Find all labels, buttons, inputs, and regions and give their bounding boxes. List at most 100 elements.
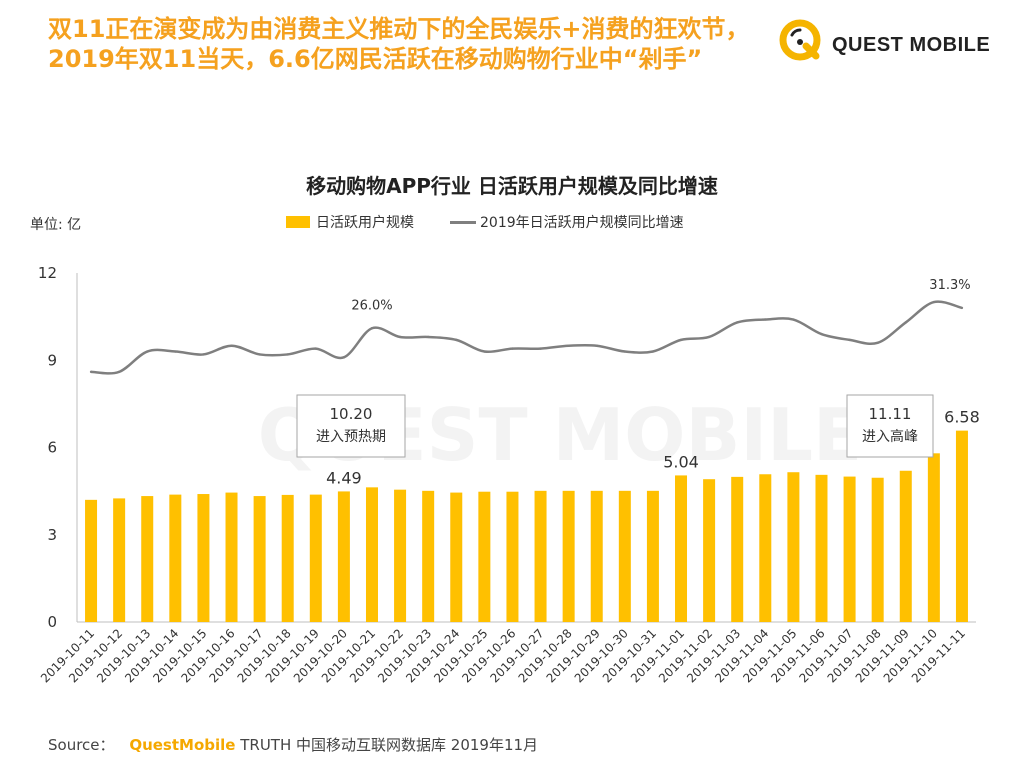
bar-data-label: 6.58 bbox=[944, 408, 980, 427]
legend-item-line: 2019年日活跃用户规模同比增速 bbox=[450, 212, 684, 232]
callout-peak-subtitle: 进入高峰 bbox=[862, 428, 918, 445]
bar-2019-10-28 bbox=[562, 490, 575, 622]
growth-point-2019-10-30 bbox=[623, 350, 627, 353]
bar-2019-10-13 bbox=[141, 496, 154, 622]
y-tick-label: 9 bbox=[47, 351, 57, 369]
line-data-label: 26.0% bbox=[351, 298, 392, 313]
growth-point-2019-10-31 bbox=[651, 350, 655, 353]
callout-preheat-title: 10.20 bbox=[330, 405, 373, 423]
bar-2019-11-03 bbox=[731, 476, 744, 622]
growth-point-2019-10-28 bbox=[567, 344, 570, 347]
bar-2019-10-12 bbox=[113, 498, 126, 622]
legend-line-label: 2019年日活跃用户规模同比增速 bbox=[480, 215, 684, 231]
bar-2019-10-11 bbox=[85, 499, 98, 622]
headline-line-2: 2019年双11当天，6.6亿网民活跃在移动购物行业中“剁手” bbox=[48, 45, 703, 73]
callout-peak: 11.11 进入高峰 bbox=[846, 394, 934, 458]
growth-point-2019-10-21 bbox=[370, 327, 374, 330]
growth-point-2019-10-17 bbox=[258, 353, 261, 356]
y-tick-label: 12 bbox=[38, 264, 57, 282]
bar-2019-11-07 bbox=[843, 476, 856, 622]
growth-point-2019-10-12 bbox=[117, 370, 121, 374]
bar-2019-10-14 bbox=[169, 494, 182, 622]
brand-name: QUEST MOBILE bbox=[832, 34, 991, 56]
bar-2019-11-02 bbox=[703, 479, 716, 622]
bar-2019-10-26 bbox=[506, 491, 519, 622]
bar-2019-10-21 bbox=[365, 487, 378, 622]
source-brand: QuestMobile bbox=[129, 736, 236, 754]
legend: 日活跃用户规模 2019年日活跃用户规模同比增速 bbox=[286, 212, 720, 232]
bar-data-label: 5.04 bbox=[663, 452, 699, 471]
unit-label: 单位: 亿 bbox=[30, 217, 82, 233]
bar-data-label: 4.49 bbox=[326, 468, 362, 487]
bar-2019-11-06 bbox=[815, 474, 828, 622]
bar-2019-11-05 bbox=[787, 472, 800, 622]
bar-2019-10-15 bbox=[197, 494, 210, 622]
bar-2019-10-16 bbox=[225, 492, 238, 622]
callout-preheat-subtitle: 进入预热期 bbox=[316, 429, 386, 445]
bar-2019-11-09 bbox=[899, 470, 912, 622]
bar-2019-11-08 bbox=[871, 477, 884, 622]
growth-point-2019-10-25 bbox=[483, 350, 486, 353]
growth-point-2019-11-11 bbox=[960, 306, 964, 310]
bar-2019-11-10 bbox=[927, 453, 940, 622]
growth-point-2019-11-01 bbox=[679, 338, 683, 342]
y-tick-label: 3 bbox=[47, 526, 57, 544]
bar-2019-10-31 bbox=[646, 490, 659, 622]
bar-2019-11-11 bbox=[955, 430, 968, 622]
growth-point-2019-11-07 bbox=[848, 338, 851, 342]
bar-2019-10-24 bbox=[450, 492, 463, 622]
bar-2019-11-01 bbox=[675, 475, 688, 622]
callout-peak-box bbox=[846, 394, 934, 458]
bar-2019-10-23 bbox=[422, 490, 435, 622]
bar-2019-10-29 bbox=[590, 490, 603, 622]
growth-point-2019-10-24 bbox=[455, 338, 458, 342]
growth-point-2019-11-05 bbox=[792, 318, 795, 321]
y-tick-label: 0 bbox=[47, 613, 57, 631]
legend-line-swatch bbox=[450, 220, 476, 224]
growth-point-2019-11-03 bbox=[736, 321, 739, 324]
bar-2019-10-18 bbox=[281, 494, 294, 622]
source: Source： QuestMobile TRUTH 中国移动互联网数据库 201… bbox=[48, 734, 538, 755]
callout-preheat: 10.20 进入预热期 bbox=[296, 394, 406, 458]
bar-2019-10-17 bbox=[253, 496, 266, 622]
source-text: TRUTH 中国移动互联网数据库 2019年11月 bbox=[240, 736, 539, 754]
callout-preheat-box bbox=[296, 394, 406, 458]
growth-point-2019-10-14 bbox=[174, 350, 177, 353]
legend-item-bar: 日活跃用户规模 bbox=[286, 212, 414, 232]
growth-point-2019-10-29 bbox=[595, 344, 598, 347]
growth-point-2019-10-20 bbox=[342, 356, 346, 359]
legend-bar-swatch bbox=[286, 216, 310, 228]
source-prefix: Source： bbox=[48, 736, 115, 754]
bar-2019-10-19 bbox=[309, 494, 322, 622]
growth-point-2019-11-04 bbox=[764, 318, 767, 321]
growth-point-2019-10-19 bbox=[314, 347, 317, 350]
growth-point-2019-11-06 bbox=[820, 332, 823, 336]
growth-point-2019-11-08 bbox=[876, 341, 879, 344]
growth-point-2019-10-23 bbox=[426, 335, 430, 339]
headline-line-1: 双11正在演变成为由消费主义推动下的全民娱乐+消费的狂欢节， bbox=[48, 15, 750, 43]
bar-2019-10-27 bbox=[534, 490, 547, 622]
growth-point-2019-11-02 bbox=[707, 335, 711, 339]
callout-peak-title: 11.11 bbox=[869, 405, 912, 423]
bar-2019-10-25 bbox=[478, 491, 491, 622]
growth-rate-line bbox=[90, 300, 963, 375]
y-tick-label: 6 bbox=[47, 439, 57, 457]
growth-point-2019-11-10 bbox=[932, 300, 936, 304]
bar-2019-10-22 bbox=[394, 489, 407, 622]
bar-2019-11-04 bbox=[759, 474, 772, 622]
growth-point-2019-10-11 bbox=[89, 370, 93, 374]
growth-point-2019-10-13 bbox=[146, 350, 149, 353]
growth-point-2019-10-22 bbox=[398, 335, 402, 339]
growth-point-2019-10-16 bbox=[230, 344, 233, 347]
quest-mobile-logo-icon bbox=[779, 19, 821, 61]
brand-logo: QUEST MOBILE bbox=[772, 12, 992, 68]
bar-2019-10-20 bbox=[337, 491, 350, 622]
growth-point-2019-11-09 bbox=[904, 321, 907, 324]
chart-title: 移动购物APP行业 日活跃用户规模及同比增速 bbox=[306, 174, 718, 198]
growth-point-2019-10-15 bbox=[202, 353, 205, 356]
bar-2019-10-30 bbox=[618, 490, 631, 622]
line-data-label: 31.3% bbox=[929, 278, 970, 293]
growth-point-2019-10-26 bbox=[511, 347, 514, 350]
legend-bar-label: 日活跃用户规模 bbox=[316, 215, 414, 231]
